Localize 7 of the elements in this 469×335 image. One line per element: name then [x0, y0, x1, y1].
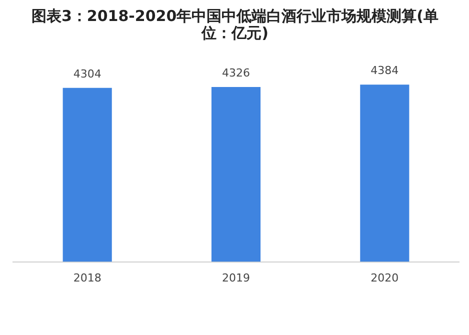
x-tick-label: 2018: [73, 271, 102, 284]
x-tick-label: 2020: [370, 271, 399, 284]
x-tick-label: 2019: [222, 271, 250, 284]
data-label: 4304: [73, 67, 102, 80]
data-label: 4384: [370, 64, 399, 78]
chart-title: 图表3：2018-2020年中国中低端白酒行业市场规模测算(单位：亿元): [30, 7, 440, 42]
data-label: 4326: [222, 66, 250, 80]
